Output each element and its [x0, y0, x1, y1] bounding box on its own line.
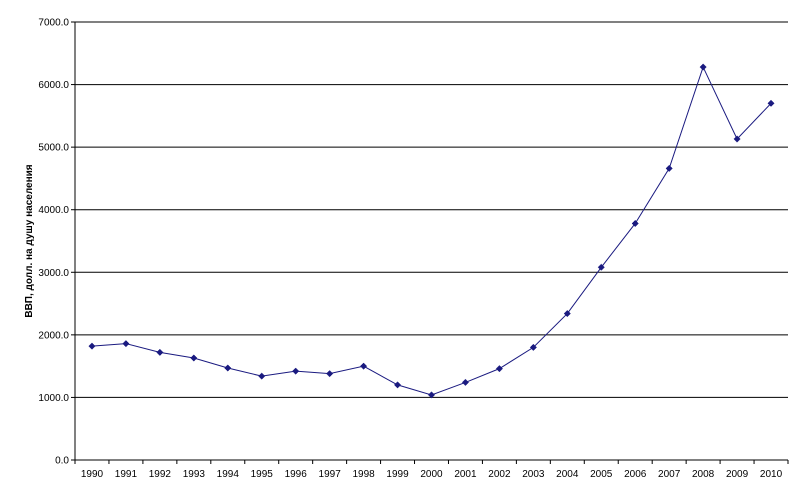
series-line — [91, 65, 772, 396]
data-point — [563, 310, 571, 318]
x-tick-label: 1994 — [217, 469, 240, 480]
data-point — [665, 164, 673, 172]
data-point — [122, 340, 130, 348]
y-tick-label: 7000.0 — [38, 18, 69, 29]
x-tick-label: 2001 — [454, 469, 477, 480]
data-point — [529, 343, 537, 351]
data-point — [597, 263, 605, 271]
data-point — [733, 135, 741, 143]
x-tick-label: 2000 — [420, 469, 443, 480]
data-point — [326, 370, 334, 378]
x-tick-label: 1990 — [81, 469, 104, 480]
y-axis-label: ВВП, долл. на душу населения — [24, 164, 35, 317]
data-point — [224, 364, 232, 372]
x-tick-label: 1991 — [115, 469, 138, 480]
y-tick-label: 1000.0 — [38, 393, 69, 404]
data-point — [461, 378, 470, 386]
y-tick-label: 3000.0 — [38, 268, 69, 279]
x-tick-label: 1992 — [149, 469, 172, 480]
data-point — [360, 362, 368, 370]
x-tick-label: 2002 — [488, 469, 511, 480]
data-point — [427, 391, 436, 399]
axes — [71, 21, 789, 464]
data-point — [190, 354, 198, 362]
data-point — [292, 367, 300, 375]
data-point — [495, 365, 503, 373]
x-tick-label: 2006 — [624, 469, 647, 480]
data-point — [156, 348, 164, 356]
y-tick-label: 4000.0 — [38, 205, 69, 216]
x-tick-label: 2010 — [760, 469, 783, 480]
x-tick-label: 1997 — [319, 469, 342, 480]
y-tick-label: 5000.0 — [38, 143, 69, 154]
x-tick-label: 2005 — [590, 469, 613, 480]
data-point — [88, 342, 96, 350]
y-tick-label: 6000.0 — [38, 80, 69, 91]
x-tick-label: 2004 — [556, 469, 579, 480]
x-tick-label: 2003 — [522, 469, 545, 480]
x-tick-label: 1993 — [183, 469, 206, 480]
series-layer — [88, 63, 775, 399]
x-tick-label: 2007 — [658, 469, 681, 480]
data-point — [767, 99, 775, 107]
x-tick-label: 1995 — [251, 469, 274, 480]
data-point — [393, 381, 402, 389]
data-point — [258, 372, 266, 380]
x-tick-label: 2008 — [692, 469, 715, 480]
y-tick-label: 0.0 — [55, 456, 69, 467]
x-tick-label: 1998 — [352, 469, 375, 480]
y-tick-label: 2000.0 — [38, 330, 69, 341]
data-point — [699, 63, 707, 71]
x-tick-label: 1999 — [386, 469, 409, 480]
x-tick-label: 1996 — [285, 469, 308, 480]
x-tick-labels: 1990 1991 1992 1993 1994 1995 1996 1997 1998 1999… — [81, 469, 783, 480]
y-tick-labels: 0.0 1000.0 2000.0 3000.0 4000.0 5000.0 6000.0 7… — [38, 18, 69, 467]
x-tick-label: 2009 — [726, 469, 749, 480]
data-point — [631, 219, 639, 228]
grid-lines — [75, 21, 788, 398]
